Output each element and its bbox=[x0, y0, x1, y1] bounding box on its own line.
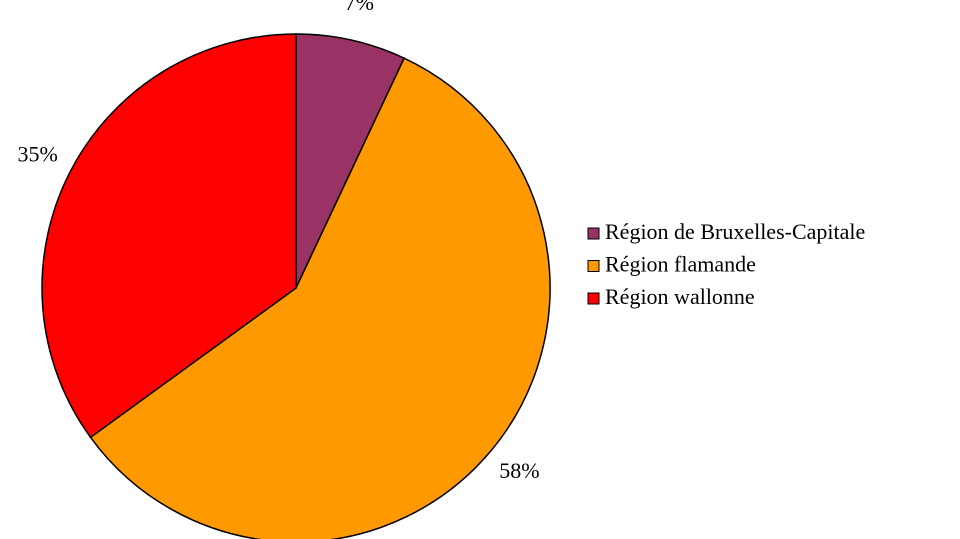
legend-swatch bbox=[587, 292, 600, 305]
data-label: 58% bbox=[499, 458, 539, 483]
pie-slice bbox=[295, 33, 406, 289]
legend-label: Région wallonne bbox=[605, 284, 755, 309]
data-label: 35% bbox=[17, 141, 57, 166]
legend-label: Région flamande bbox=[605, 252, 756, 277]
legend-label: Région de Bruxelles-Capitale bbox=[605, 219, 865, 244]
pie-slice bbox=[41, 33, 297, 439]
legend-swatch bbox=[587, 260, 600, 272]
legend-swatch bbox=[587, 227, 600, 240]
data-label: 7% bbox=[345, 0, 374, 15]
pie-slice bbox=[89, 57, 551, 539]
